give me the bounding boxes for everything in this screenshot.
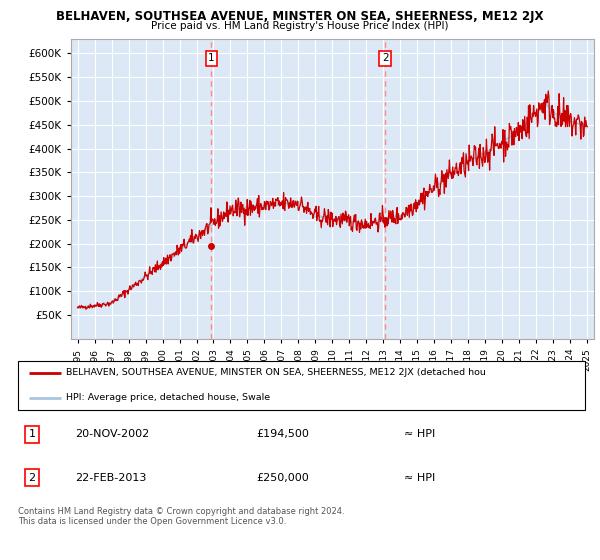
Text: Contains HM Land Registry data © Crown copyright and database right 2024.
This d: Contains HM Land Registry data © Crown c… (18, 507, 344, 526)
Text: ≈ HPI: ≈ HPI (404, 473, 435, 483)
Text: Price paid vs. HM Land Registry's House Price Index (HPI): Price paid vs. HM Land Registry's House … (151, 21, 449, 31)
Text: ≈ HPI: ≈ HPI (404, 430, 435, 440)
Text: 2: 2 (29, 473, 36, 483)
FancyBboxPatch shape (18, 361, 585, 410)
Text: 1: 1 (208, 53, 215, 63)
Text: 20-NOV-2002: 20-NOV-2002 (75, 430, 149, 440)
Text: BELHAVEN, SOUTHSEA AVENUE, MINSTER ON SEA, SHEERNESS, ME12 2JX: BELHAVEN, SOUTHSEA AVENUE, MINSTER ON SE… (56, 10, 544, 23)
Text: 1: 1 (29, 430, 35, 440)
Text: 2: 2 (382, 53, 389, 63)
Text: 22-FEB-2013: 22-FEB-2013 (75, 473, 146, 483)
Text: £250,000: £250,000 (256, 473, 309, 483)
Text: HPI: Average price, detached house, Swale: HPI: Average price, detached house, Swal… (66, 393, 271, 402)
Text: BELHAVEN, SOUTHSEA AVENUE, MINSTER ON SEA, SHEERNESS, ME12 2JX (detached hou: BELHAVEN, SOUTHSEA AVENUE, MINSTER ON SE… (66, 368, 486, 377)
Text: £194,500: £194,500 (256, 430, 309, 440)
